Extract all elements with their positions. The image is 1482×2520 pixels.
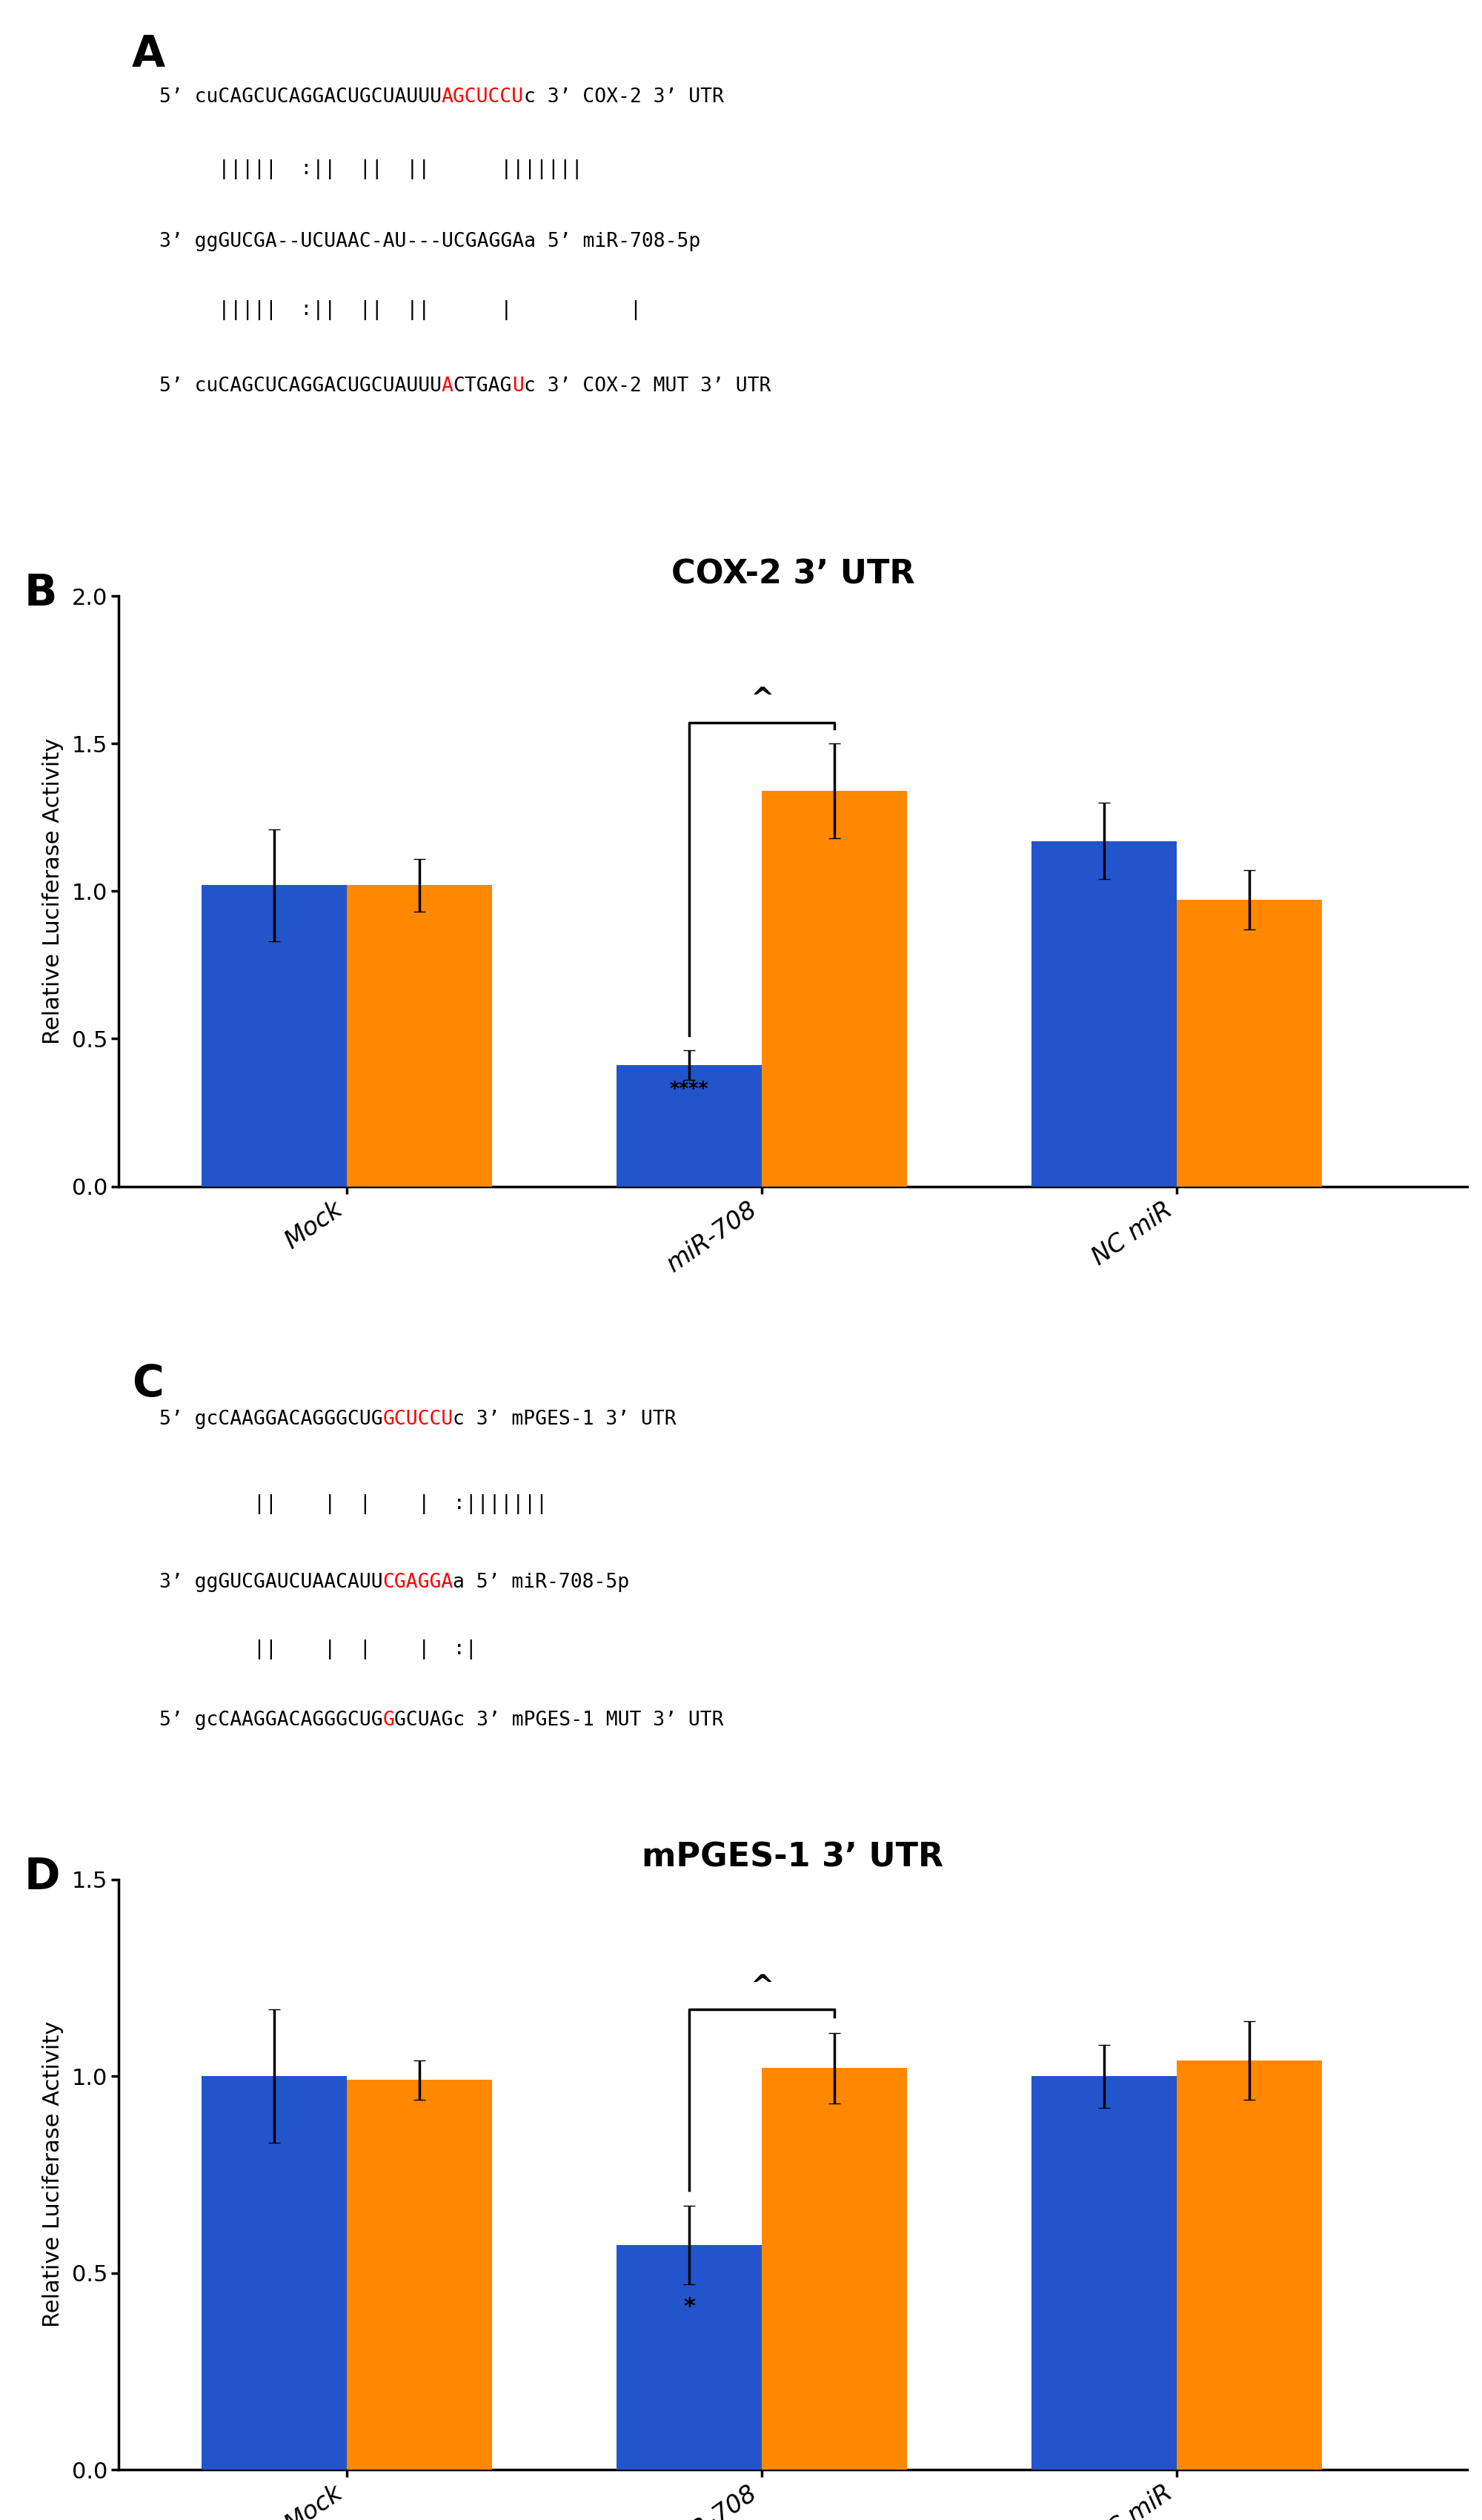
Title: COX-2 3’ UTR: COX-2 3’ UTR: [671, 559, 914, 590]
Bar: [1177, 2061, 1322, 2470]
Text: c 3’ COX-2 MUT 3’ UTR: c 3’ COX-2 MUT 3’ UTR: [523, 378, 771, 396]
Bar: [762, 791, 907, 1187]
Text: |||||  :||  ||  ||      |||||||: ||||| :|| || || |||||||: [159, 159, 582, 179]
Bar: [1031, 842, 1177, 1187]
Text: 5’ gcCAAGGACAGGGCUG: 5’ gcCAAGGACAGGGCUG: [159, 1409, 382, 1429]
Bar: [762, 2069, 907, 2470]
Bar: [347, 2079, 492, 2470]
Text: GCUAGc 3’ mPGES-1 MUT 3’ UTR: GCUAGc 3’ mPGES-1 MUT 3’ UTR: [394, 1711, 723, 1731]
Bar: [617, 2245, 762, 2470]
Bar: [202, 885, 347, 1187]
Text: 5’ cuCAGCUCAGGACUGCUAUUU: 5’ cuCAGCUCAGGACUGCUAUUU: [159, 378, 442, 396]
Text: AGCUCCU: AGCUCCU: [442, 88, 523, 106]
Bar: [1177, 900, 1322, 1187]
Text: CGAGGA: CGAGGA: [382, 1572, 453, 1593]
Y-axis label: Relative Luciferase Activity: Relative Luciferase Activity: [41, 2021, 64, 2328]
Text: ||    |  |    |  :|||||||: || | | | :|||||||: [159, 1494, 547, 1515]
Bar: [1031, 2076, 1177, 2470]
Text: ||    |  |    |  :|: || | | | :|: [159, 1641, 477, 1661]
Text: 5’ gcCAAGGACAGGGCUG: 5’ gcCAAGGACAGGGCUG: [159, 1711, 382, 1731]
Text: A: A: [442, 378, 453, 396]
Text: c 3’ COX-2 3’ UTR: c 3’ COX-2 3’ UTR: [523, 88, 723, 106]
Bar: [347, 885, 492, 1187]
Text: a 5’ miR-708-5p: a 5’ miR-708-5p: [453, 1572, 630, 1593]
Text: GCUCCU: GCUCCU: [382, 1409, 453, 1429]
Text: CTGAG: CTGAG: [453, 378, 511, 396]
Text: *: *: [683, 2296, 695, 2318]
Text: U: U: [511, 378, 523, 396]
Text: C: C: [132, 1363, 163, 1406]
Bar: [202, 2076, 347, 2470]
Text: ^: ^: [750, 1973, 774, 2001]
Text: 3’ ggGUCGAUCUAACAUU: 3’ ggGUCGAUCUAACAUU: [159, 1572, 382, 1593]
Text: c 3’ mPGES-1 3’ UTR: c 3’ mPGES-1 3’ UTR: [453, 1409, 677, 1429]
Text: ****: ****: [670, 1081, 708, 1099]
Text: ^: ^: [750, 685, 774, 713]
Text: G: G: [382, 1711, 394, 1731]
Text: 5’ cuCAGCUCAGGACUGCUAUUU: 5’ cuCAGCUCAGGACUGCUAUUU: [159, 88, 442, 106]
Text: |||||  :||  ||  ||      |          |: ||||| :|| || || | |: [159, 300, 642, 320]
Text: A: A: [132, 33, 166, 76]
Title: mPGES-1 3’ UTR: mPGES-1 3’ UTR: [642, 1842, 944, 1875]
Text: B: B: [24, 572, 58, 615]
Text: D: D: [24, 1855, 61, 1898]
Bar: [617, 1066, 762, 1187]
Text: 3’ ggGUCGA--UCUAAC-AU---UCGAGGAa 5’ miR-708-5p: 3’ ggGUCGA--UCUAAC-AU---UCGAGGAa 5’ miR-…: [159, 232, 700, 252]
Y-axis label: Relative Luciferase Activity: Relative Luciferase Activity: [41, 738, 64, 1043]
